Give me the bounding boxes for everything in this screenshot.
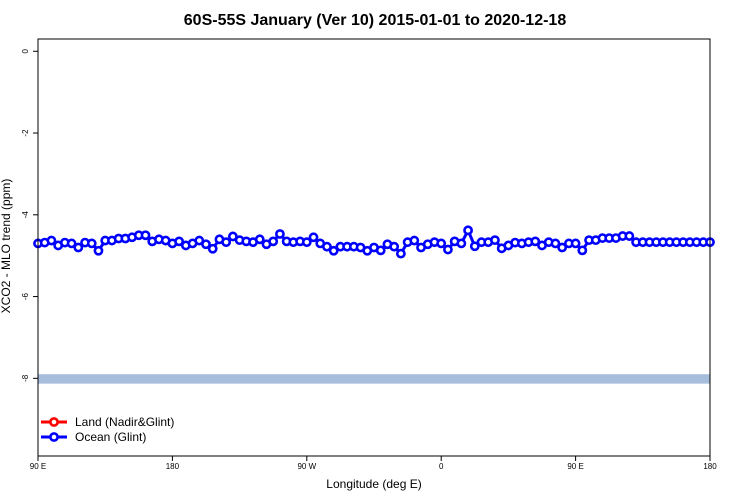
data-point (443, 244, 453, 255)
y-tick-label: -6 (21, 292, 30, 300)
x-axis: 90 E 180 90 W 0 90 E 180 (30, 456, 717, 471)
data-point (570, 238, 581, 249)
data-point (436, 238, 447, 249)
y-tick-label: -4 (21, 211, 30, 219)
data-point (557, 242, 568, 253)
y-tick-label: 0 (21, 48, 30, 53)
x-tick-label: 90 E (30, 462, 46, 471)
data-point (254, 234, 265, 245)
data-point (73, 242, 84, 253)
legend-label: Land (Nadir&Glint) (75, 415, 174, 429)
legend: Land (Nadir&Glint)Ocean (Glint) (41, 415, 174, 444)
x-axis-label: Longitude (deg E) (326, 477, 421, 491)
y-tick-label: -2 (21, 129, 30, 137)
data-point (456, 238, 467, 249)
x-tick-label: 90 W (297, 462, 316, 471)
x-tick-label: 90 E (567, 462, 583, 471)
data-point (469, 241, 480, 252)
data-point (409, 235, 420, 246)
band-layer (38, 374, 710, 384)
data-point (530, 236, 541, 247)
data-point (268, 236, 279, 247)
data-point (275, 229, 285, 239)
data-point (328, 245, 339, 256)
series-layer (33, 225, 715, 259)
data-point (375, 245, 386, 256)
data-point (86, 238, 97, 249)
data-point (322, 241, 332, 252)
chart-title: 60S-55S January (Ver 10) 2015-01-01 to 2… (184, 12, 567, 29)
reference-band (38, 374, 710, 384)
data-point (140, 230, 151, 241)
data-point (490, 235, 500, 246)
data-point (308, 232, 319, 243)
data-point (201, 239, 211, 250)
plot-frame (37, 38, 711, 457)
legend-marker (49, 417, 59, 427)
legend-marker (49, 432, 59, 442)
data-point (577, 245, 588, 256)
y-tick-label: -8 (21, 374, 30, 382)
x-tick-label: 180 (703, 462, 717, 471)
data-point (93, 245, 104, 256)
y-axis: 0 -2 -4 -6 -8 (21, 48, 38, 382)
legend-label: Ocean (Glint) (75, 430, 146, 444)
data-point (66, 238, 77, 249)
data-point (46, 235, 57, 246)
data-point (301, 237, 312, 248)
data-point (395, 248, 406, 259)
data-point (624, 231, 635, 241)
data-point (389, 241, 400, 252)
data-point (174, 236, 185, 247)
x-tick-label: 0 (439, 462, 444, 471)
data-point (207, 243, 218, 254)
y-axis-label: XCO2 - MLO trend (ppm) (0, 179, 13, 314)
x-tick-label: 180 (166, 462, 180, 471)
data-point (221, 237, 232, 248)
data-point (550, 238, 561, 249)
data-point (463, 225, 473, 236)
